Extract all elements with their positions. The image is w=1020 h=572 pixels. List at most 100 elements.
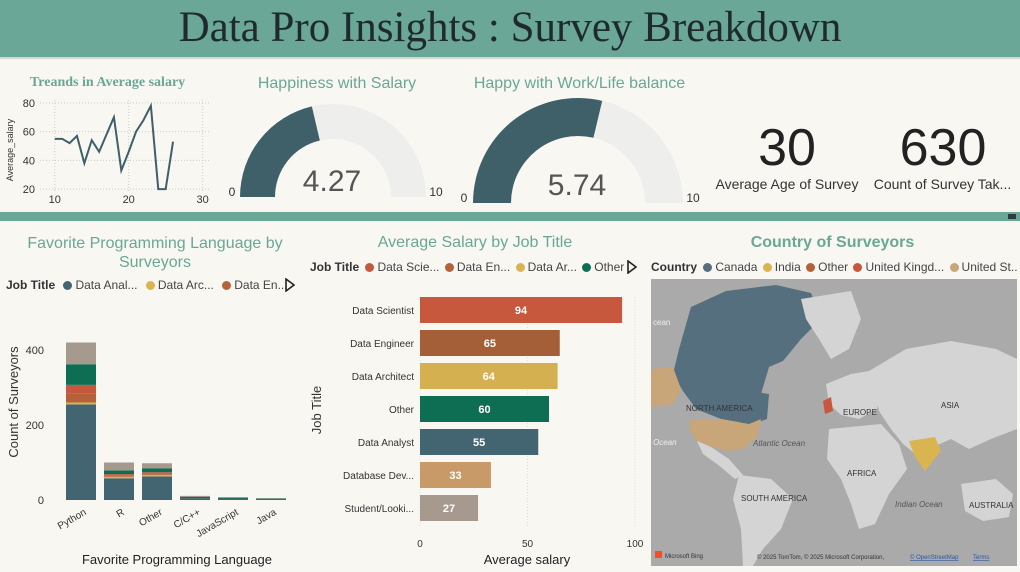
legend-next-icon[interactable] bbox=[627, 260, 637, 274]
map-label-indian: Indian Ocean bbox=[895, 500, 943, 509]
map-alaska bbox=[651, 367, 681, 407]
map-legend-item[interactable]: United Kingd... bbox=[851, 260, 944, 274]
salary-bar[interactable] bbox=[420, 330, 560, 356]
lang-legend-title: Job Title bbox=[6, 278, 56, 292]
kpi-count-value: 630 bbox=[899, 119, 987, 177]
legend-dot-icon bbox=[853, 263, 863, 272]
y-tick-label: 40 bbox=[23, 155, 35, 167]
stacked-bar-segment[interactable] bbox=[256, 498, 286, 500]
map-legend-item[interactable]: Canada bbox=[700, 260, 757, 274]
salary-chart-xticks: 0 50 100 bbox=[417, 539, 644, 550]
salary-chart-ylabel: Job Title bbox=[309, 386, 324, 434]
x-tick-label: R bbox=[115, 507, 127, 520]
line-chart[interactable]: Average_salary 80 60 40 20 10 20 30 bbox=[0, 92, 222, 207]
stacked-bar-segment[interactable] bbox=[104, 476, 134, 479]
kpi-age-value: 30 bbox=[758, 119, 816, 177]
legend-dot-icon bbox=[949, 263, 959, 272]
x-tick-label: JavaScript bbox=[195, 507, 241, 540]
stacked-bar-segment[interactable] bbox=[66, 364, 96, 385]
stacked-bar-segment[interactable] bbox=[104, 474, 134, 476]
salary-bar[interactable] bbox=[420, 462, 491, 488]
stacked-bar-segment[interactable] bbox=[142, 474, 172, 477]
lang-legend-item[interactable]: Data Anal... bbox=[58, 278, 138, 292]
map-legend-item[interactable]: India bbox=[761, 260, 801, 274]
kpi-age-label: Average Age of Survey bbox=[715, 176, 859, 192]
map-label-atlantic: Atlantic Ocean bbox=[752, 439, 806, 448]
stacked-bar-segment[interactable] bbox=[66, 384, 96, 394]
map-terms-link[interactable]: Terms bbox=[973, 555, 989, 561]
map-canada[interactable] bbox=[673, 285, 821, 424]
gauge-balance-max: 10 bbox=[686, 191, 700, 205]
stacked-bar-segment[interactable] bbox=[180, 497, 210, 499]
stacked-bar-segment[interactable] bbox=[66, 393, 96, 403]
salary-bar[interactable] bbox=[420, 363, 558, 389]
lang-legend-item[interactable]: Data Arc... bbox=[141, 278, 214, 292]
category-label: Student/Looki... bbox=[345, 504, 415, 515]
lang-chart-bars[interactable] bbox=[66, 342, 286, 501]
map-australia bbox=[961, 479, 1013, 521]
salary-legend-item[interactable]: Data En... bbox=[443, 260, 510, 274]
map-india[interactable] bbox=[909, 437, 941, 471]
lang-legend-item[interactable]: Data En... bbox=[217, 278, 288, 292]
gauge-balance-title: Happy with Work/Life balance bbox=[473, 75, 686, 92]
stacked-bar-segment[interactable] bbox=[66, 402, 96, 405]
country-map[interactable]: cean Ocean NORTH AMERICA EUROPE ASIA AFR… bbox=[651, 279, 1017, 566]
stacked-bar-segment[interactable] bbox=[104, 478, 134, 500]
map-united-states[interactable] bbox=[689, 419, 761, 451]
salary-chart-bars[interactable]: Data Scientist 94 Data Engineer 65 Data Arch… bbox=[343, 297, 623, 521]
stacked-bar-segment[interactable] bbox=[142, 476, 172, 500]
stacked-bar-segment[interactable] bbox=[104, 462, 134, 471]
stacked-bar-segment[interactable] bbox=[104, 475, 134, 477]
legend-next-icon[interactable] bbox=[285, 278, 295, 292]
legend-label: Other bbox=[594, 260, 625, 274]
map-united-kingdom[interactable] bbox=[823, 397, 833, 414]
page-title: Data Pro Insights : Survey Breakdown bbox=[178, 4, 842, 51]
salary-bar[interactable] bbox=[420, 297, 623, 323]
line-series[interactable] bbox=[54, 102, 175, 191]
salary-legend-title: Job Title bbox=[310, 260, 360, 274]
salary-legend-item[interactable]: Data Scie... bbox=[362, 260, 440, 274]
lang-chart-xticks: Python R Other C/C++JavaScript Java bbox=[56, 507, 279, 540]
stacked-bar-segment[interactable] bbox=[142, 473, 172, 475]
stacked-bar-segment[interactable] bbox=[66, 404, 96, 500]
stacked-bar-segment[interactable] bbox=[180, 495, 210, 497]
x-tick-label: 10 bbox=[49, 194, 61, 206]
stacked-bar-segment[interactable] bbox=[218, 497, 248, 498]
stacked-bar-segment[interactable] bbox=[218, 498, 248, 501]
map-attribution: © 2025 TomTom, © 2025 Microsoft Corporat… bbox=[757, 554, 884, 561]
y-tick-label: 200 bbox=[26, 420, 44, 432]
data-label: 60 bbox=[478, 404, 490, 416]
stacked-bar-segment[interactable] bbox=[218, 497, 248, 499]
kpi-count-label: Count of Survey Tak... bbox=[873, 176, 1012, 192]
stacked-bar-segment[interactable] bbox=[142, 472, 172, 474]
salary-chart[interactable]: Job Title Data Scientist 94 Data Engineer 6… bbox=[305, 285, 645, 570]
gauge-balance-fill bbox=[473, 97, 603, 203]
salary-bar[interactable] bbox=[420, 495, 479, 521]
legend-dot-icon bbox=[222, 281, 232, 290]
salary-bar[interactable] bbox=[420, 396, 549, 422]
category-label: Other bbox=[389, 405, 415, 416]
map-africa bbox=[827, 424, 907, 529]
map-legend-item[interactable]: Other bbox=[804, 260, 848, 274]
collapse-icon[interactable] bbox=[1008, 214, 1016, 219]
map-legend-item[interactable]: United St... bbox=[948, 260, 1017, 274]
salary-legend-item[interactable]: Data Ar... bbox=[514, 260, 577, 274]
stacked-bar-segment[interactable] bbox=[142, 463, 172, 469]
stacked-bar-segment[interactable] bbox=[66, 342, 96, 365]
legend-dot-icon bbox=[582, 263, 592, 272]
legend-label: India bbox=[774, 260, 801, 274]
salary-legend-item[interactable]: Other bbox=[580, 260, 624, 274]
map-label-asia: ASIA bbox=[941, 401, 960, 410]
stacked-bar-segment[interactable] bbox=[180, 498, 210, 500]
gauge-salary-max: 10 bbox=[429, 185, 443, 199]
stacked-bar-segment[interactable] bbox=[142, 468, 172, 473]
stacked-bar-segment[interactable] bbox=[104, 470, 134, 475]
salary-bar[interactable] bbox=[420, 429, 539, 455]
map-osm-link[interactable]: © OpenStreetMap bbox=[910, 554, 959, 561]
gauge-salary[interactable]: 4.27 0 10 bbox=[225, 95, 450, 207]
gauge-balance[interactable]: 5.74 0 10 bbox=[455, 95, 700, 207]
x-tick-label: Other bbox=[137, 507, 165, 529]
line-chart-title: Treands in Average salary bbox=[30, 75, 186, 90]
y-tick-label: 20 bbox=[23, 184, 35, 196]
